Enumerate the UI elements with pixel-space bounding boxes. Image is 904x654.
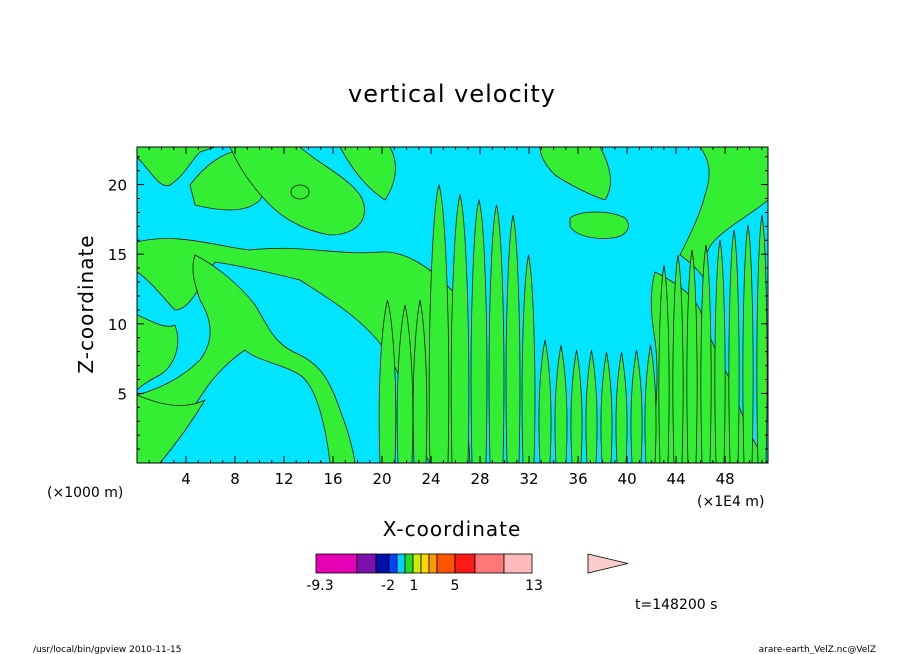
x-tick-label: 36 bbox=[569, 470, 588, 488]
positive-region-10 bbox=[539, 147, 611, 201]
y-tick-label: 15 bbox=[108, 246, 127, 264]
streak-region-10 bbox=[554, 344, 568, 463]
colorbar-label: 1 bbox=[410, 578, 419, 594]
positive-region-5 bbox=[137, 254, 356, 463]
y-tick-label: 5 bbox=[117, 385, 127, 403]
colorbar-swatch bbox=[356, 553, 377, 574]
x-tick-label: 40 bbox=[618, 470, 637, 488]
x-tick-label: 4 bbox=[181, 470, 191, 488]
colorbar-swatch bbox=[396, 553, 406, 574]
streak-region-4 bbox=[450, 193, 470, 463]
streak-region-24 bbox=[756, 214, 768, 463]
streak-region-11 bbox=[570, 349, 583, 463]
colorbar-swatch bbox=[412, 553, 422, 574]
x-tick-label: 44 bbox=[667, 470, 686, 488]
x-axis-label: X-coordinate bbox=[383, 517, 522, 541]
streak-region-9 bbox=[538, 339, 552, 463]
x-tick-label: 8 bbox=[230, 470, 240, 488]
colorbar-swatch bbox=[388, 553, 398, 574]
streak-region-13 bbox=[600, 351, 613, 463]
streak-region-21 bbox=[714, 239, 726, 463]
streak-region-23 bbox=[742, 224, 754, 463]
x-tick-label: 32 bbox=[520, 470, 539, 488]
streak-region-16 bbox=[644, 344, 657, 463]
streak-region-20 bbox=[700, 244, 712, 463]
colorbar: -9.3 -2 1 5 13 bbox=[306, 553, 629, 594]
streak-region-19 bbox=[686, 249, 698, 463]
colorbar-swatch bbox=[474, 553, 505, 574]
colorbar-label: 13 bbox=[525, 578, 543, 594]
y-axis-label: Z-coordinate bbox=[74, 234, 98, 373]
positive-region-4 bbox=[339, 147, 396, 201]
y-axis: 5 10 15 20 bbox=[108, 156, 768, 450]
colorbar-swatch bbox=[454, 553, 476, 574]
x-unit-right: (×1E4 m) bbox=[697, 494, 764, 510]
x-axis: 4 8 12 16 20 24 28 32 36 40 44 48 bbox=[148, 147, 763, 488]
positive-region-7 bbox=[137, 394, 207, 463]
colorbar-label: 5 bbox=[451, 578, 460, 594]
colorbar-label: -2 bbox=[381, 578, 395, 594]
streak-region-2 bbox=[412, 299, 428, 463]
streak-region-14 bbox=[615, 351, 628, 463]
x-tick-label: 12 bbox=[274, 470, 293, 488]
footer-right: arare-earth_VelZ.nc@VelZ bbox=[759, 645, 876, 654]
x-unit-left: (×1000 m) bbox=[47, 485, 123, 501]
streak-region-15 bbox=[630, 349, 643, 463]
positive-region-9 bbox=[679, 147, 768, 291]
streak-region-17 bbox=[658, 264, 670, 463]
colorbar-swatch bbox=[436, 553, 456, 574]
y-tick-label: 10 bbox=[108, 316, 127, 334]
streak-region-3 bbox=[428, 183, 450, 463]
x-tick-label: 28 bbox=[471, 470, 490, 488]
streak-region-8 bbox=[521, 254, 536, 463]
x-tick-label: 20 bbox=[373, 470, 392, 488]
colorbar-label: -9.3 bbox=[306, 578, 333, 594]
colorbar-swatch bbox=[404, 553, 414, 574]
streak-region-7 bbox=[505, 214, 521, 463]
x-tick-label: 24 bbox=[422, 470, 441, 488]
plot-area bbox=[136, 146, 769, 464]
colorbar-swatch bbox=[420, 553, 430, 574]
positive-region-6 bbox=[137, 314, 179, 391]
positive-region-1 bbox=[137, 147, 216, 187]
plot-frame bbox=[136, 146, 769, 464]
x-tick-label: 16 bbox=[323, 470, 342, 488]
streak-region-22 bbox=[728, 229, 740, 463]
y-tick-label: 20 bbox=[108, 177, 127, 195]
colorbar-extend-arrow bbox=[587, 553, 629, 574]
positive-region-12 bbox=[290, 184, 310, 200]
footer-left: /usr/local/bin/gpview 2010-11-15 bbox=[33, 645, 181, 654]
streak-region-6 bbox=[488, 204, 505, 463]
streak-region-12 bbox=[585, 349, 598, 463]
time-label: t=148200 s bbox=[635, 597, 717, 613]
positive-region-11 bbox=[569, 211, 629, 239]
streak-region-0 bbox=[378, 299, 397, 463]
colorbar-swatch bbox=[503, 553, 533, 574]
streak-region-18 bbox=[672, 254, 684, 463]
x-tick-label: 48 bbox=[716, 470, 735, 488]
colorbar-swatch bbox=[428, 553, 438, 574]
velocity-field bbox=[137, 147, 768, 463]
colorbar-swatch bbox=[375, 553, 390, 574]
chart-title: vertical velocity bbox=[348, 80, 556, 108]
colorbar-swatch bbox=[315, 553, 358, 574]
streak-region-5 bbox=[470, 198, 488, 463]
